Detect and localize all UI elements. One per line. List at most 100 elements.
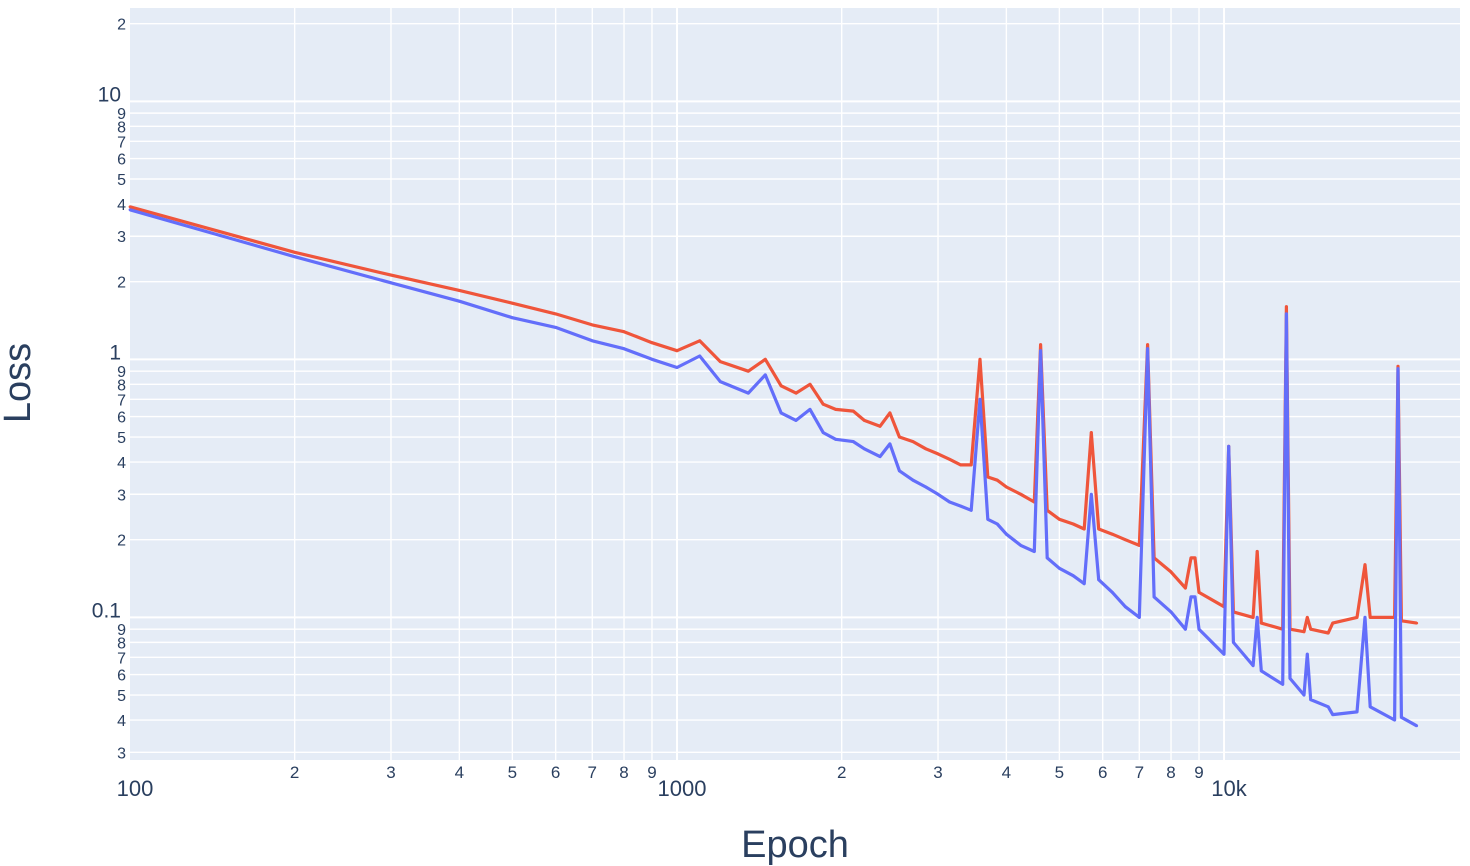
y-tick-label: 0.1: [92, 599, 121, 622]
data-point: [622, 330, 626, 334]
data-point: [1019, 544, 1023, 547]
data-point: [1019, 492, 1023, 496]
data-point: [888, 411, 892, 415]
data-point: [718, 360, 722, 363]
data-point: [622, 347, 626, 351]
data-point: [1285, 305, 1288, 309]
x-tick-label: 7: [1135, 763, 1144, 782]
data-point: [862, 419, 866, 422]
y-tick-label: 6: [117, 152, 126, 169]
data-point: [878, 455, 882, 458]
data-point: [1193, 595, 1197, 599]
data-point: [1111, 591, 1114, 594]
data-point: [779, 411, 783, 415]
data-point: [1169, 610, 1173, 614]
data-point: [969, 463, 973, 467]
data-point: [878, 424, 882, 428]
x-tick-label: 4: [455, 763, 464, 782]
data-point: [948, 500, 951, 504]
x-tick-label: 5: [1055, 763, 1064, 782]
data-point: [1355, 616, 1359, 619]
data-point: [763, 373, 767, 377]
data-point: [1363, 563, 1367, 567]
data-point: [1368, 616, 1372, 619]
data-point: [1082, 527, 1086, 531]
x-tick-label: 2: [290, 763, 299, 782]
data-point: [1184, 586, 1187, 590]
data-point: [1305, 652, 1309, 656]
data-point: [995, 478, 999, 482]
data-point: [986, 517, 990, 521]
data-point: [1123, 538, 1127, 542]
data-point: [1089, 492, 1093, 496]
data-point: [1039, 343, 1042, 347]
data-point: [862, 447, 866, 451]
data-point: [1255, 616, 1259, 619]
data-point: [1197, 591, 1201, 594]
data-point: [794, 391, 798, 395]
data-point: [924, 485, 928, 489]
y-tick-label: 2: [117, 17, 126, 34]
data-point: [1331, 713, 1335, 716]
series-line: [129, 208, 1418, 728]
data-point: [1071, 574, 1075, 578]
y-tick-label: 9: [117, 622, 126, 639]
data-point: [924, 447, 928, 451]
data-point: [808, 382, 812, 386]
y-tick-label: 9: [117, 106, 126, 123]
y-tick-label: 8: [117, 635, 126, 652]
data-point: [821, 431, 825, 434]
data-point: [1396, 367, 1400, 371]
data-point: [128, 205, 132, 209]
x-tick-label: 1000: [658, 776, 707, 801]
data-point: [888, 442, 892, 446]
data-point: [1331, 621, 1335, 625]
data-point: [794, 419, 798, 422]
gridlines: [130, 8, 1460, 760]
data-point: [1251, 664, 1255, 667]
x-tick-label: 7: [588, 763, 597, 782]
y-tick-label: 5: [117, 688, 126, 705]
data-point: [1302, 693, 1306, 697]
series-1: [128, 208, 1419, 728]
data-point: [675, 366, 679, 369]
data-point: [1058, 517, 1061, 521]
x-tick-label: 6: [551, 763, 560, 782]
data-point: [763, 357, 767, 361]
y-tick-label: 4: [117, 197, 126, 214]
y-tick-label: 10: [98, 83, 121, 106]
y-tick-label: 3: [117, 487, 126, 504]
data-point: [510, 301, 514, 305]
data-point: [1415, 621, 1419, 625]
data-point: [590, 339, 594, 343]
data-point: [293, 255, 297, 259]
data-point: [1189, 595, 1193, 599]
data-point: [698, 354, 702, 358]
data-point: [1005, 485, 1008, 489]
data-point: [1045, 556, 1049, 560]
x-tick-label: 100: [117, 776, 154, 801]
data-point: [128, 208, 132, 212]
x-tick-label: 8: [619, 763, 628, 782]
data-point: [675, 349, 679, 353]
y-tick-label: 6: [117, 410, 126, 427]
x-tick-label: 10k: [1211, 776, 1247, 801]
data-point: [779, 384, 783, 388]
data-point: [1082, 582, 1086, 586]
data-point: [1193, 556, 1197, 560]
data-point: [834, 408, 838, 411]
y-tick-label: 4: [117, 713, 126, 730]
data-point: [650, 341, 654, 345]
y-tick-label: 3: [117, 229, 126, 246]
x-tick-label: 2: [837, 763, 846, 782]
data-point: [389, 273, 393, 277]
data-point: [936, 492, 940, 496]
x-tick-label: 8: [1166, 763, 1175, 782]
data-point: [457, 289, 461, 292]
data-point: [851, 440, 855, 443]
data-point: [969, 508, 973, 512]
x-axis-title: Epoch: [741, 824, 849, 866]
x-tick-label: 4: [1002, 763, 1011, 782]
data-point: [911, 440, 915, 443]
